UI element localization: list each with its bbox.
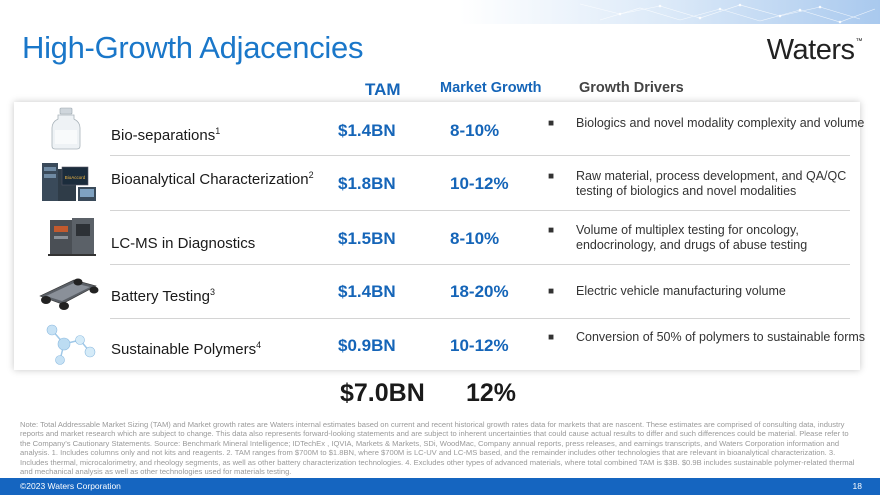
mass-spectrometer-icon: [48, 218, 96, 256]
bullet-icon: ■: [548, 332, 555, 343]
header-market-growth: Market Growth: [440, 80, 542, 96]
logo-trademark: ™: [855, 38, 863, 45]
bullet-icon: ■: [548, 286, 555, 297]
tam-value: $1.4BN: [338, 282, 396, 301]
bioaccord-label: BioAccord: [65, 175, 86, 180]
bullet-icon: ■: [548, 171, 555, 182]
growth-driver: ■ Volume of multiplex testing for oncolog…: [548, 223, 808, 252]
growth-value: 8-10%: [450, 121, 500, 140]
tam-value: $0.9BN: [338, 336, 396, 355]
network-pattern-decoration: [460, 0, 880, 24]
tam-value: $1.4BN: [338, 121, 396, 140]
growth-value: 18-20%: [450, 282, 509, 301]
row-divider: [110, 210, 850, 211]
vial-icon: [51, 107, 81, 150]
total-tam: $7.0BN: [340, 379, 425, 407]
growth-driver: ■ Electric vehicle manufacturing volume: [548, 284, 786, 298]
table-panel: [14, 102, 860, 370]
footer-bar: ©2023 Waters Corporation 18: [0, 478, 880, 495]
header-growth-drivers: Growth Drivers: [579, 80, 684, 96]
growth-value: 8-10%: [450, 229, 500, 248]
segment-bio-separations: Bio-separations1: [111, 126, 221, 144]
row-divider: [110, 264, 850, 265]
row-divider: [110, 155, 850, 156]
molecule-icon: [46, 324, 96, 365]
instrument-system-icon: BioAccord: [42, 163, 96, 201]
segment-battery-testing: Battery Testing3: [111, 287, 215, 305]
header-tam: TAM: [365, 80, 401, 99]
logo-text: Waters: [766, 34, 855, 66]
bullet-icon: ■: [548, 225, 555, 236]
footnote: Note: Total Addressable Market Sizing (T…: [20, 420, 855, 477]
tam-value: $1.8BN: [338, 174, 396, 193]
page-number: 18: [852, 481, 862, 491]
segment-lc-ms-diagnostics: LC-MS in Diagnostics: [111, 235, 256, 252]
growth-value: 10-12%: [450, 336, 509, 355]
segment-sustainable-polymers: Sustainable Polymers4: [111, 340, 262, 358]
segment-bioanalytical-characterization: Bioanalytical Characterization2: [111, 170, 314, 188]
growth-driver: ■ Raw material, process development, and …: [548, 169, 847, 198]
total-growth: 12%: [466, 379, 517, 407]
growth-value: 10-12%: [450, 174, 509, 193]
tam-value: $1.5BN: [338, 229, 396, 248]
bullet-icon: ■: [548, 118, 555, 129]
growth-driver: ■ Conversion of 50% of polymers to sustai…: [548, 330, 866, 344]
waters-logo: Waters™: [766, 34, 863, 67]
ev-chassis-icon: [39, 278, 99, 310]
copyright: ©2023 Waters Corporation: [20, 481, 121, 491]
row-divider: [110, 318, 850, 319]
growth-driver: ■ Biologics and novel modality complexity…: [548, 116, 865, 130]
page-title: High-Growth Adjacencies: [22, 30, 364, 65]
